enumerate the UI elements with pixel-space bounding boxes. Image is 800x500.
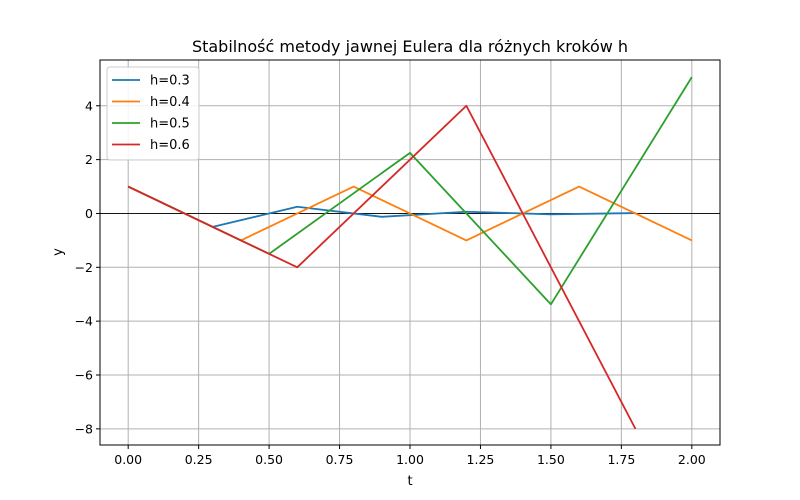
legend-label: h=0.3 xyxy=(150,74,190,89)
x-ticks: 0.00 0.25 0.50 0.75 1.00 1.25 1.50 1.75 2.00 xyxy=(114,445,706,467)
x-tick-label: 0.50 xyxy=(255,452,283,467)
x-tick-label: 1.25 xyxy=(467,452,495,467)
series-layer xyxy=(127,76,693,430)
legend-label: h=0.5 xyxy=(150,117,190,132)
y-tick-label: 4 xyxy=(85,98,93,113)
y-axis-label: y xyxy=(51,248,66,256)
x-tick-label: 1.00 xyxy=(396,452,424,467)
y-tick-label: 0 xyxy=(85,206,93,221)
y-tick-label: −4 xyxy=(75,314,93,329)
y-tick-label: −8 xyxy=(75,421,93,436)
x-tick-label: 0.25 xyxy=(185,452,213,467)
x-tick-label: 2.00 xyxy=(678,452,706,467)
x-tick-label: 0.75 xyxy=(326,452,354,467)
chart-title: Stabilność metody jawnej Eulera dla różn… xyxy=(192,37,628,56)
x-tick-label: 0.00 xyxy=(114,452,142,467)
y-tick-label: 2 xyxy=(85,152,93,167)
series-line-h-0-6 xyxy=(127,104,637,430)
legend: h=0.3 h=0.4 h=0.5 h=0.6 xyxy=(106,66,200,161)
x-tick-label: 1.75 xyxy=(607,452,635,467)
y-tick-label: −6 xyxy=(75,368,93,383)
x-tick-label: 1.50 xyxy=(537,452,565,467)
x-axis-label: t xyxy=(407,474,412,489)
y-tick-label: −2 xyxy=(75,260,93,275)
legend-label: h=0.6 xyxy=(150,138,190,153)
y-ticks: −8 −6 −4 −2 0 2 4 xyxy=(75,98,100,436)
legend-label: h=0.4 xyxy=(150,95,190,110)
legend-box xyxy=(106,66,200,161)
